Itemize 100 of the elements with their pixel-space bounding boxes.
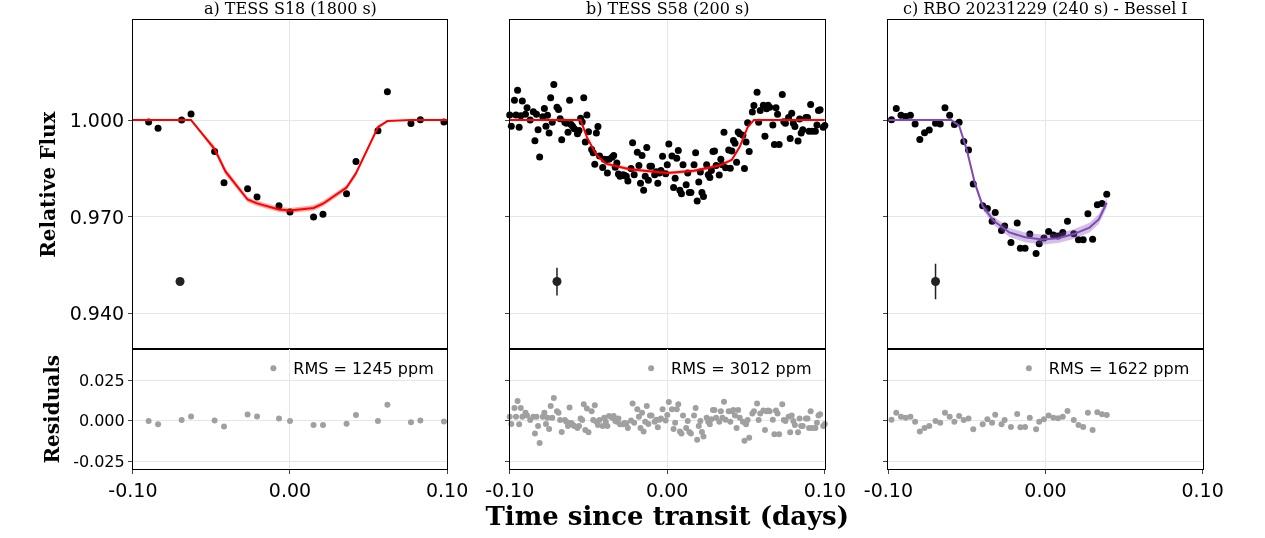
point <box>984 416 991 423</box>
point <box>951 418 958 425</box>
point <box>1070 417 1077 424</box>
point <box>1080 423 1087 430</box>
point <box>1089 235 1097 243</box>
point <box>175 277 185 287</box>
x-tick-label: -0.10 <box>863 478 913 501</box>
point <box>254 413 261 420</box>
point <box>911 120 919 128</box>
y-axis-title: Residuals <box>39 354 64 464</box>
point <box>384 401 391 408</box>
point <box>145 417 152 424</box>
point <box>253 193 261 201</box>
point <box>1013 219 1021 227</box>
y-tick-label: 0.000 <box>78 411 125 431</box>
y-tick-label: 1.000 <box>69 108 125 131</box>
point <box>1084 210 1092 218</box>
point <box>440 418 447 425</box>
point <box>275 202 283 210</box>
point <box>244 185 252 193</box>
point <box>1094 409 1101 416</box>
legend-label: RMS = 3012 ppm <box>671 359 812 379</box>
point <box>155 421 162 428</box>
point <box>1026 414 1033 421</box>
x-tick-label: 0.10 <box>425 478 469 501</box>
point <box>893 409 900 416</box>
x-tick-label: 0.00 <box>268 478 312 501</box>
point <box>1022 423 1029 430</box>
point <box>1007 423 1014 430</box>
point <box>1045 227 1053 235</box>
point <box>319 210 327 218</box>
point <box>970 426 977 433</box>
point <box>211 417 218 424</box>
point <box>1001 417 1008 424</box>
point <box>310 213 318 221</box>
point <box>221 423 228 430</box>
point <box>1063 217 1071 225</box>
x-tick-label: -0.10 <box>108 478 158 501</box>
point <box>960 417 967 424</box>
point <box>892 104 900 112</box>
point <box>374 417 381 424</box>
point <box>343 190 351 198</box>
point <box>1033 426 1040 433</box>
point <box>1103 412 1110 419</box>
point <box>352 157 360 165</box>
point <box>992 411 999 418</box>
point <box>926 423 933 430</box>
point <box>1099 411 1106 418</box>
y-tick-label: 0.025 <box>78 370 125 390</box>
point <box>946 413 953 420</box>
point <box>1059 228 1067 236</box>
y-tick-label: 0.940 <box>69 302 125 325</box>
point <box>1098 199 1106 207</box>
point <box>352 412 359 419</box>
point <box>916 135 924 143</box>
x-tick-label: 0.10 <box>1181 478 1224 501</box>
point <box>946 111 954 119</box>
point <box>1064 408 1071 415</box>
legend-label: RMS = 1622 ppm <box>1048 359 1190 379</box>
point <box>178 416 185 423</box>
point <box>287 417 293 424</box>
point <box>417 417 424 424</box>
point <box>965 415 972 422</box>
point <box>991 208 999 216</box>
chart-title: c) RBO 20231229 (240 s) - Bessel I <box>903 0 1188 18</box>
point <box>1079 236 1087 244</box>
point <box>956 413 963 420</box>
point <box>187 110 195 118</box>
point <box>888 416 895 423</box>
point <box>1103 190 1111 198</box>
point <box>941 104 949 112</box>
point <box>925 126 933 134</box>
x-tick-label: -0.10 <box>485 478 535 501</box>
chart-title: b) TESS S58 (200 s) <box>586 0 750 18</box>
point <box>936 120 944 128</box>
point <box>941 409 948 416</box>
point <box>1017 424 1024 431</box>
x-tick-label: 0.00 <box>1024 478 1067 501</box>
point <box>989 419 996 426</box>
x-tick-label: 0.00 <box>646 478 689 501</box>
legend-label: RMS = 1245 ppm <box>293 359 434 379</box>
point <box>931 277 941 287</box>
point <box>244 411 251 418</box>
point <box>1021 244 1029 252</box>
point <box>979 421 986 428</box>
y-axis-title: Relative Flux <box>36 110 61 258</box>
point <box>1036 418 1043 425</box>
point <box>1055 415 1062 422</box>
point <box>906 111 914 119</box>
point <box>310 421 317 428</box>
point <box>916 428 923 435</box>
point <box>1026 230 1034 238</box>
point <box>407 120 415 128</box>
point <box>1084 409 1091 416</box>
chart-title: a) TESS S18 (1800 s) <box>204 0 377 18</box>
point <box>319 421 326 428</box>
point <box>1032 249 1040 257</box>
point <box>407 419 414 426</box>
point <box>897 413 904 420</box>
point <box>220 179 228 187</box>
